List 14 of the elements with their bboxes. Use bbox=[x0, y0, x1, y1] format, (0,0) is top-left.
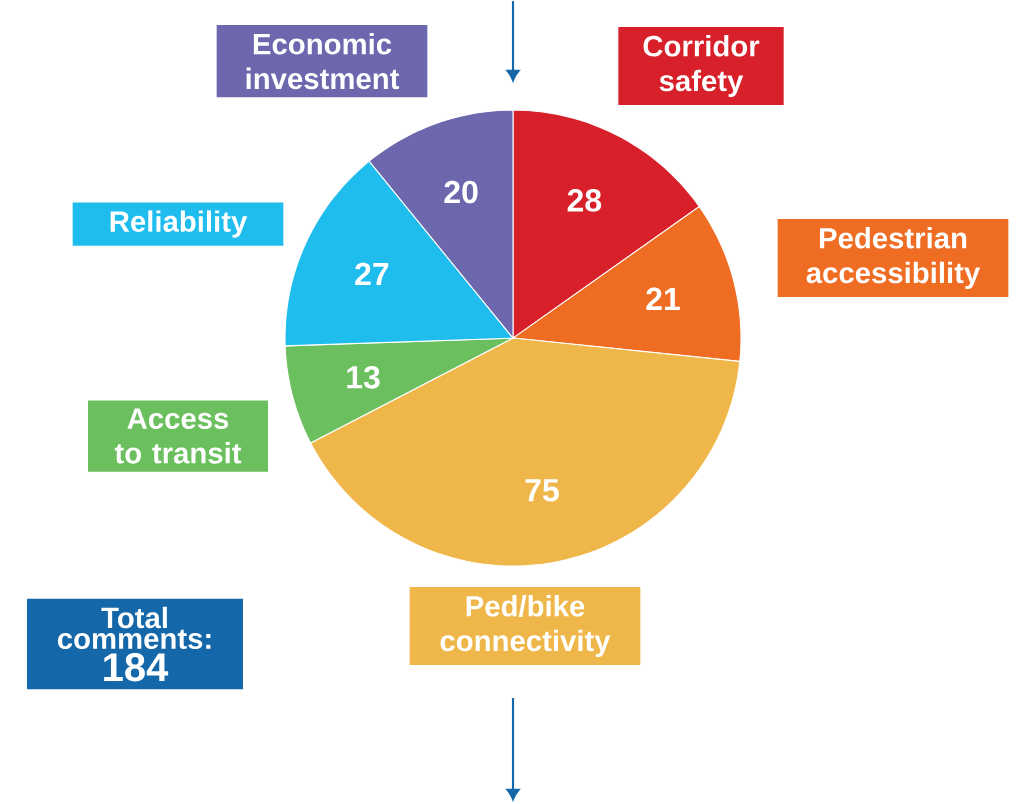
text: Total comments: bbox=[57, 606, 211, 650]
slice-label: Reliability bbox=[110, 210, 248, 238]
data-label: 20 bbox=[444, 180, 478, 204]
slice-label: Corridor safety bbox=[643, 35, 760, 98]
data-label: 75 bbox=[525, 479, 559, 502]
data-label: 13 bbox=[347, 365, 380, 389]
text: 184 bbox=[104, 653, 169, 682]
slice-label: Access to transit bbox=[114, 408, 242, 464]
data-label: 27 bbox=[355, 262, 389, 286]
data-label: 28 bbox=[567, 189, 602, 212]
slice-label: Ped/bike connectivity bbox=[440, 595, 611, 658]
slice-label: Economic investment bbox=[246, 32, 400, 90]
slice-label: Pedestrian accessibility bbox=[806, 227, 981, 290]
data-label: 21 bbox=[646, 287, 680, 310]
